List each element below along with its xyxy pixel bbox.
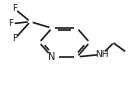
Text: N: N xyxy=(48,52,56,62)
Text: F: F xyxy=(12,4,17,13)
Text: F: F xyxy=(8,19,14,28)
Text: NH: NH xyxy=(95,50,109,59)
Text: F: F xyxy=(12,34,17,43)
